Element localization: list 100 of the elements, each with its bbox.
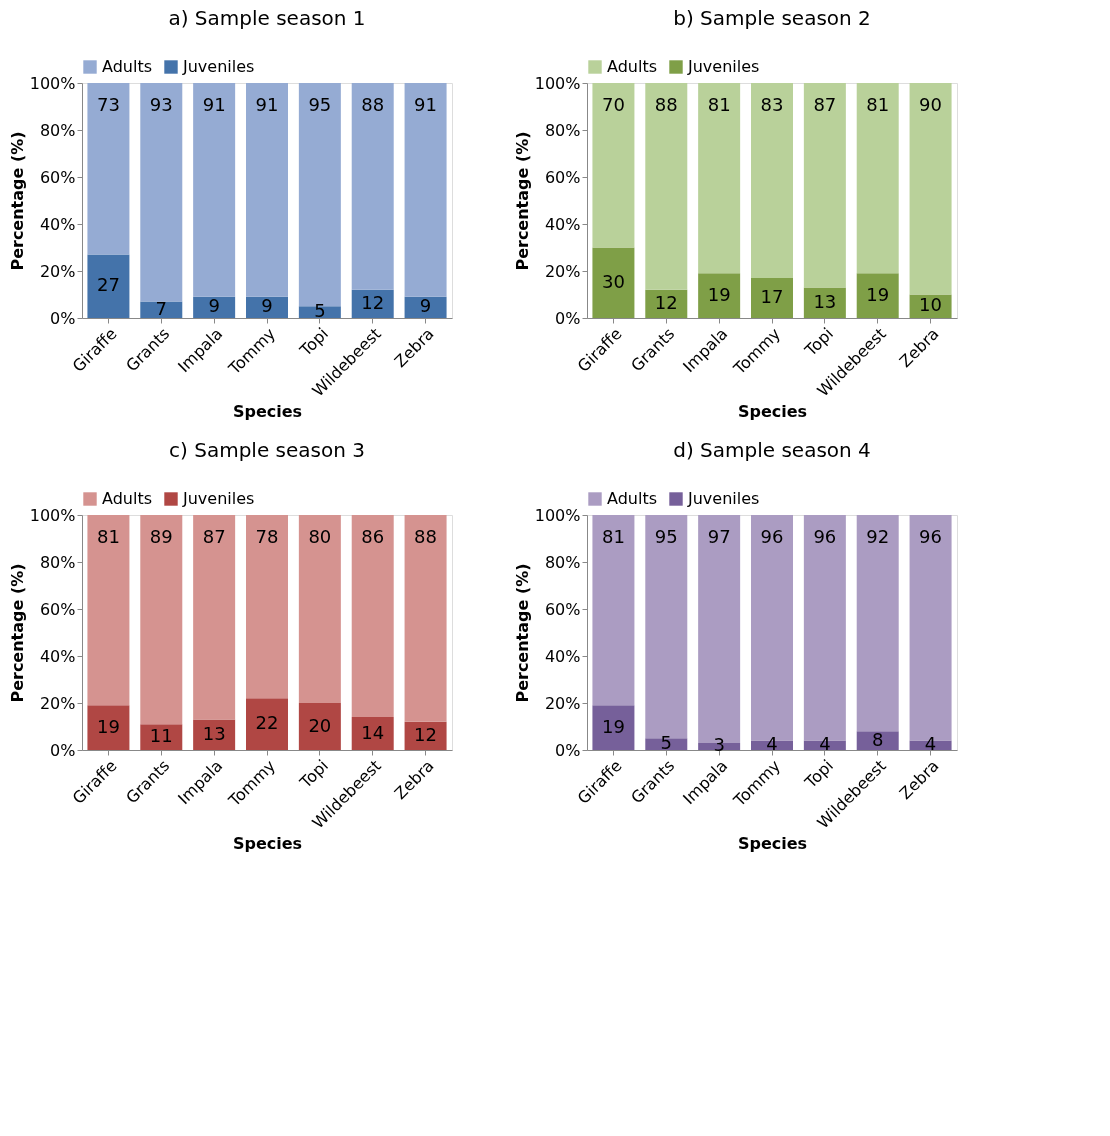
bar [645,738,688,750]
data-label: 4 [924,733,937,755]
data-label: 89 [149,526,173,547]
data-label: 17 [760,286,784,308]
legend-label: Adults [607,57,658,76]
data-label: 81 [866,94,890,115]
data-label: 4 [766,733,778,755]
data-label: 91 [255,94,279,115]
legend-label: Adults [102,57,153,76]
data-label: 96 [919,526,943,547]
x-axis-title: Species [232,401,303,421]
bar [751,278,793,318]
bar [351,83,394,290]
data-label: 19 [601,715,625,737]
bar [909,83,952,295]
data-label: 8 [871,728,884,750]
y-axis-title: Percentage (%) [512,131,532,271]
y-tick-label: 0% [555,308,581,328]
legend-label: Juveniles [182,489,255,508]
data-label: 9 [261,295,273,317]
legend-label: Juveniles [687,57,760,76]
data-label: 92 [866,526,890,547]
chart-title: a) Sample season 1 [168,6,366,30]
data-label: 97 [707,526,731,547]
bar [193,719,236,750]
data-label: 78 [255,526,279,547]
y-tick-label: 0% [50,308,76,328]
data-label: 93 [149,94,173,115]
y-tick-label: 60% [39,599,76,619]
data-label: 95 [654,526,678,547]
bar [140,83,183,302]
bar [351,515,394,718]
data-label: 13 [202,722,226,744]
chart-title: d) Sample season 4 [673,438,871,462]
data-label: 91 [202,94,226,115]
data-label: 73 [96,94,120,115]
data-label: 14 [361,721,385,743]
data-label: 7 [155,297,168,319]
bar [246,515,288,699]
bar [856,515,899,732]
data-label: 22 [255,712,279,734]
data-label: 12 [361,291,385,313]
y-axis-title: Percentage (%) [7,563,27,703]
y-tick-label: 20% [39,261,76,281]
y-tick-label: 60% [544,167,581,187]
bar [87,705,130,750]
data-label: 91 [414,94,438,115]
data-label: 19 [96,715,120,737]
data-label: 81 [707,94,731,115]
data-label: 3 [713,734,725,756]
y-tick-label: 100% [29,505,76,525]
bar [751,83,793,279]
y-tick-label: 40% [544,214,581,234]
bar [803,83,846,288]
data-label: 90 [919,94,943,115]
data-label: 13 [813,290,837,312]
y-tick-label: 20% [544,693,581,713]
bar [193,515,236,720]
bar [87,254,130,318]
data-label: 96 [813,526,837,547]
data-label: 83 [760,94,784,115]
data-label: 4 [819,733,831,755]
y-tick-label: 100% [534,505,581,525]
data-label: 88 [654,94,678,115]
bar [856,83,899,274]
y-tick-label: 20% [544,261,581,281]
y-tick-label: 100% [29,73,76,93]
data-label: 19 [866,283,890,305]
bar [298,703,341,750]
bar [87,83,130,255]
legend-label: Adults [102,489,153,508]
data-label: 88 [361,94,385,115]
data-label: 88 [414,526,438,547]
bar [140,724,183,750]
legend-label: Juveniles [687,489,760,508]
y-axis-title: Percentage (%) [7,131,27,271]
x-axis-title: Species [232,833,303,853]
bar [246,698,288,750]
data-label: 12 [414,723,438,745]
bar [645,83,688,290]
data-label: 30 [601,270,625,292]
data-label: 81 [96,526,120,547]
bar [246,83,288,297]
bar [592,83,635,248]
y-tick-label: 40% [39,214,76,234]
bar [592,247,635,318]
bar [592,515,635,706]
data-label: 81 [601,526,625,547]
bar [87,515,130,706]
bar [298,306,341,318]
data-label: 70 [601,94,625,115]
bar [193,83,236,297]
y-tick-label: 20% [39,693,76,713]
y-tick-label: 40% [39,646,76,666]
bar [351,717,394,750]
data-label: 87 [202,526,226,547]
bar [404,515,447,722]
y-tick-label: 40% [544,646,581,666]
bar [698,273,741,318]
data-label: 20 [308,714,332,736]
